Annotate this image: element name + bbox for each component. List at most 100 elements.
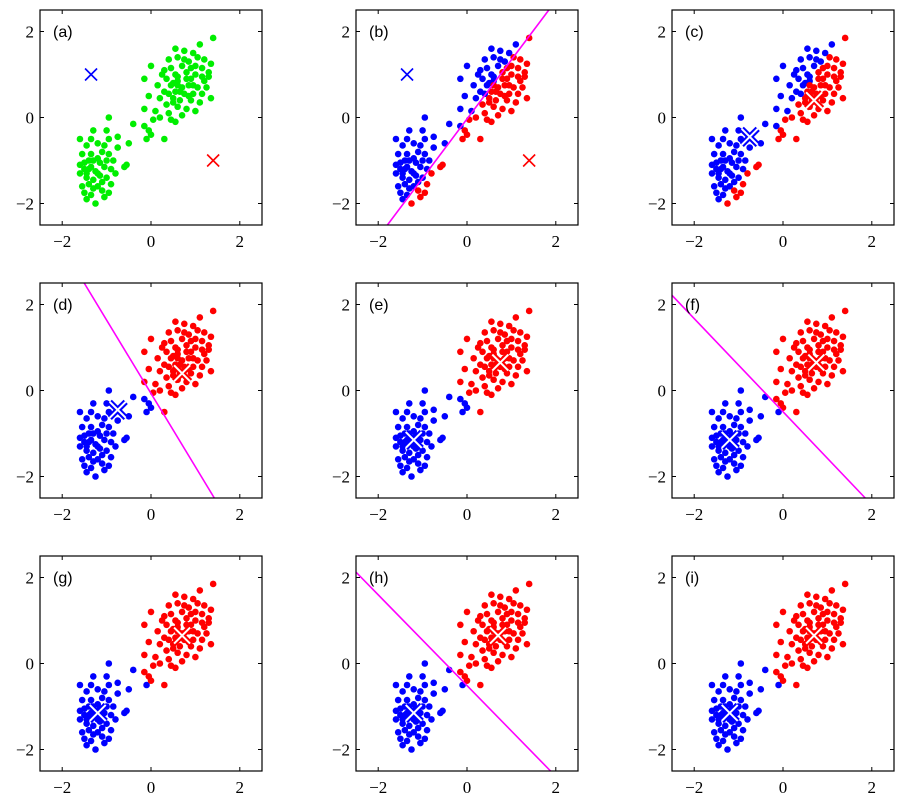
data-point: [196, 645, 204, 652]
data-point: [89, 449, 97, 457]
data-point: [514, 346, 522, 353]
data-point: [708, 681, 716, 689]
data-point: [795, 374, 802, 381]
data-point: [737, 150, 745, 158]
data-point: [441, 686, 449, 693]
data-point: [76, 716, 84, 723]
data-point: [472, 640, 480, 648]
data-point: [141, 105, 148, 113]
data-point: [490, 376, 497, 384]
x-tick-label: −2: [369, 778, 387, 797]
data-point: [401, 453, 409, 461]
data-point: [183, 615, 190, 622]
data-point: [101, 415, 108, 422]
data-point: [477, 408, 484, 416]
data-point: [721, 731, 729, 738]
data-point: [430, 417, 438, 424]
cross-icon: [84, 67, 98, 82]
data-point: [187, 337, 195, 345]
data-point: [145, 127, 153, 134]
data-point: [87, 150, 95, 158]
cross-core: [489, 626, 507, 645]
data-point: [421, 135, 429, 143]
data-point: [806, 327, 813, 334]
data-point: [746, 406, 753, 414]
data-point: [192, 107, 199, 115]
x-tick-label: −2: [369, 505, 387, 524]
data-point: [488, 45, 495, 52]
y-tick-label: 2: [658, 296, 667, 315]
data-point: [105, 114, 113, 121]
data-point: [490, 327, 497, 334]
data-point: [810, 608, 818, 616]
data-point: [189, 81, 197, 89]
data-point: [121, 436, 128, 444]
data-point: [417, 193, 424, 201]
data-point: [824, 653, 831, 661]
panel-label: (c): [685, 24, 704, 41]
y-tick-label: 0: [26, 655, 35, 674]
data-point: [739, 453, 747, 461]
data-point: [773, 75, 780, 83]
data-point: [165, 382, 173, 390]
data-point: [196, 99, 204, 106]
data-point: [775, 681, 782, 689]
data-point: [804, 664, 811, 672]
data-point: [726, 170, 734, 177]
data-point: [101, 436, 108, 444]
data-point: [815, 651, 822, 659]
data-point: [488, 391, 495, 399]
data-point: [514, 363, 522, 371]
x-tick-label: 0: [779, 778, 788, 797]
data-point: [167, 610, 175, 618]
data-point: [399, 195, 406, 203]
data-point: [405, 458, 413, 465]
data-point: [721, 176, 729, 184]
data-point: [445, 393, 453, 401]
data-point: [523, 94, 531, 102]
data-point: [815, 69, 822, 76]
data-point: [472, 94, 480, 102]
data-point: [746, 690, 753, 697]
data-point: [421, 696, 429, 704]
data-point: [183, 105, 190, 113]
data-point: [425, 703, 433, 710]
panel-e: −2 0 2 −2 0 2 (e): [332, 282, 579, 524]
data-point: [198, 363, 206, 371]
data-point: [841, 580, 849, 588]
data-point: [392, 434, 400, 442]
data-point: [397, 462, 404, 470]
panel-d: −2 0 2 −2 0 2 (d): [16, 282, 263, 524]
data-point: [83, 195, 90, 203]
data-point: [405, 673, 413, 680]
data-point: [176, 643, 184, 650]
data-point: [505, 322, 513, 330]
data-point: [815, 378, 822, 386]
data-point: [819, 337, 827, 345]
data-point: [81, 462, 88, 470]
data-point: [804, 591, 811, 598]
data-point: [481, 636, 489, 644]
data-point: [403, 681, 411, 689]
data-point: [83, 468, 90, 476]
data-point: [483, 64, 491, 72]
data-point: [172, 45, 179, 52]
data-point: [203, 84, 210, 91]
data-point: [717, 453, 725, 461]
data-point: [479, 101, 486, 108]
data-point: [414, 733, 422, 740]
cross-core: [721, 431, 739, 449]
data-point: [76, 707, 84, 715]
centroid-marker-cluster1: [403, 429, 424, 451]
data-point: [92, 746, 99, 753]
data-point: [174, 73, 181, 80]
data-point: [414, 694, 422, 702]
cross-core: [89, 704, 107, 722]
data-point: [726, 140, 734, 147]
data-point: [81, 735, 88, 743]
data-point: [826, 600, 833, 607]
data-point: [107, 165, 115, 173]
data-point: [178, 385, 186, 392]
data-point: [421, 423, 429, 431]
data-point: [85, 726, 93, 734]
